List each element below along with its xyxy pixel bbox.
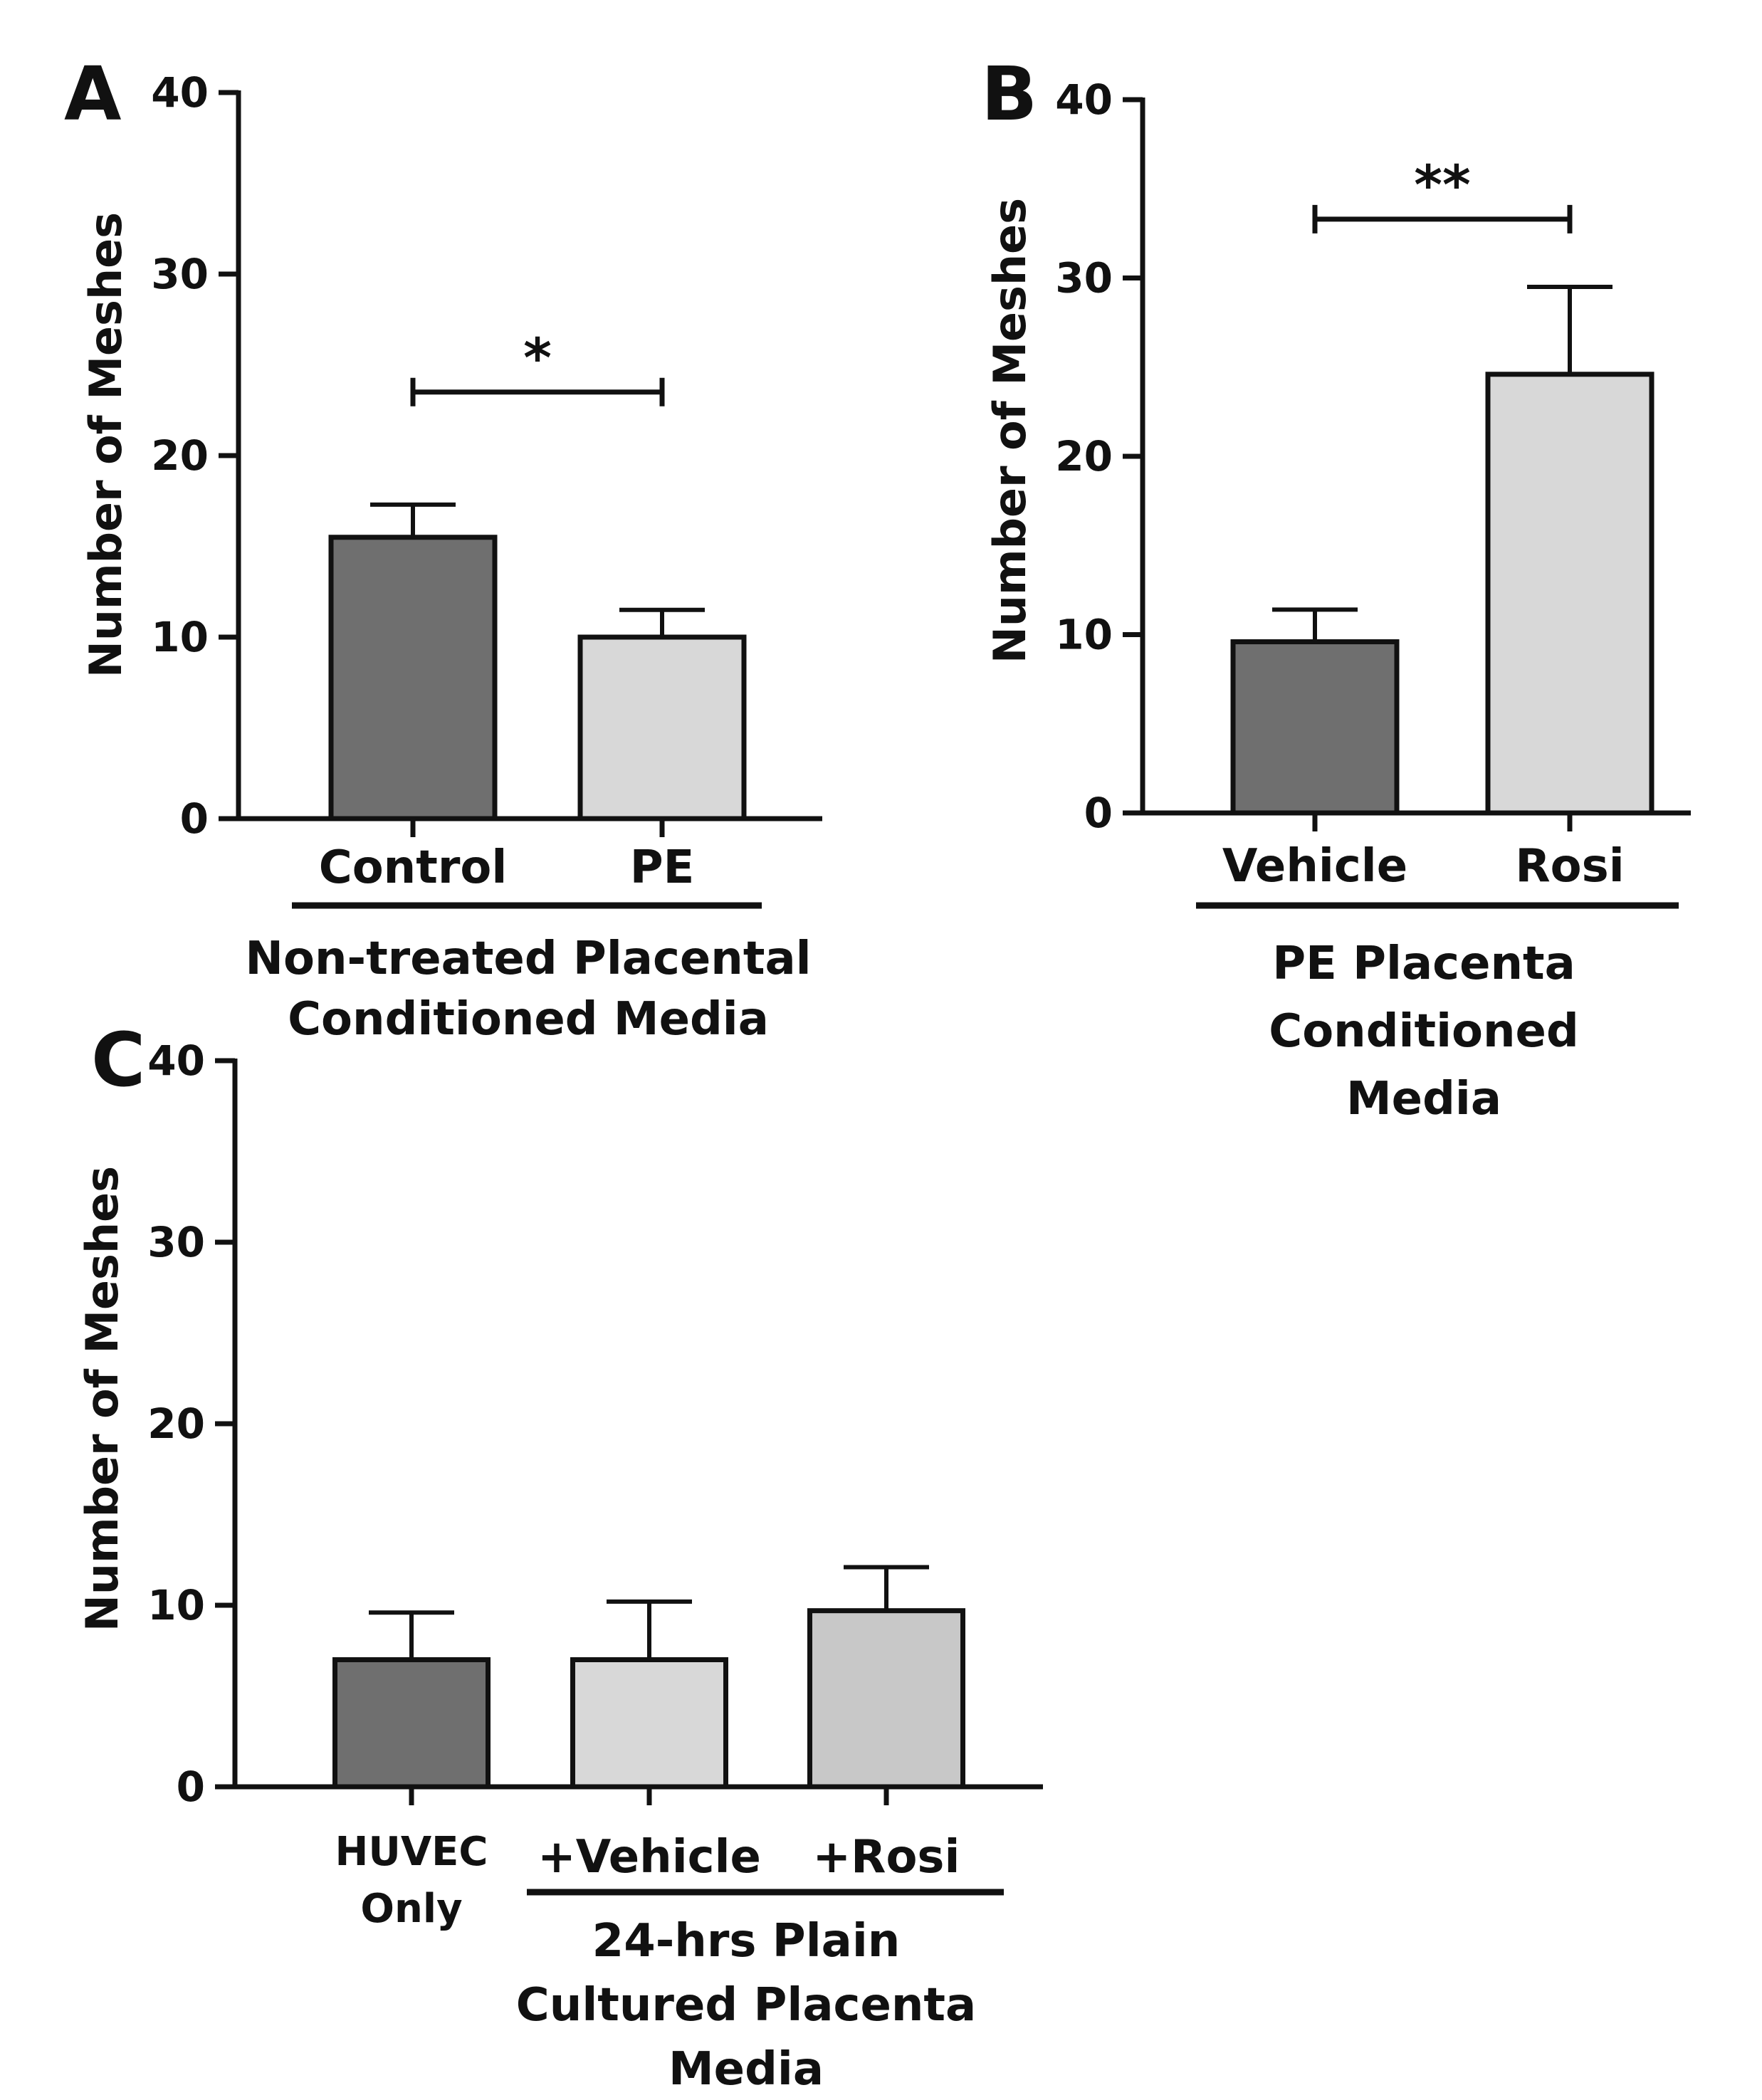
panel-b-category-label: Vehicle — [1222, 840, 1407, 893]
panel-a-plot: 0 10 20 30 40 Control PE * — [151, 68, 822, 909]
panel-c-plot: 0 10 20 30 40 — [147, 1036, 1043, 1896]
panel-b-group-label-line-2: Conditioned — [1269, 1005, 1579, 1058]
panel-b-y-tick-label: 0 — [1084, 789, 1113, 837]
panel-a-category-label: Control — [319, 841, 508, 894]
panel-a-group-label-line-1: Non-treated Placental — [245, 933, 811, 985]
panel-c-y-axis-label: Number of Meshes — [76, 1166, 128, 1632]
panel-c-group-label-line-2: Cultured Placenta — [516, 1979, 976, 2032]
panel-a-category-label: PE — [630, 841, 695, 894]
panel-c-bar — [570, 1657, 728, 1790]
panel-b-group-label-line-1: PE Placenta — [1272, 938, 1575, 990]
panel-c-letter: C — [91, 1017, 145, 1103]
panel-c-category-label-rosi: +Rosi — [813, 1831, 960, 1884]
panel-b-y-tick-label: 30 — [1055, 254, 1113, 303]
panel-c-y-tick-label: 0 — [177, 1763, 205, 1811]
panel-c-group-label-line-3: Media — [668, 2043, 824, 2096]
panel-c-category-label-huvec-line-2: Only — [360, 1886, 462, 1932]
panel-c-y-tick-label: 10 — [147, 1581, 205, 1629]
panel-b-significance-label: ** — [1414, 153, 1471, 216]
panel-c-category-label-vehicle: +Vehicle — [537, 1831, 761, 1884]
panel-b-y-tick-label: 20 — [1055, 432, 1113, 481]
panel-a-group-label-line-2: Conditioned Media — [288, 993, 769, 1046]
panel-c-bar — [807, 1608, 965, 1790]
panel-a-bar — [577, 634, 747, 821]
panel-b-bar — [1485, 372, 1655, 816]
panel-c-y-tick-label: 20 — [147, 1400, 205, 1448]
panel-a-y-tick-label: 40 — [151, 68, 209, 117]
panel-a-letter: A — [64, 51, 122, 137]
panel-c-group-label-line-1: 24-hrs Plain — [592, 1915, 901, 1968]
panel-a-bar — [328, 535, 498, 821]
panel-b-letter: B — [981, 51, 1037, 137]
panel-b-y-axis-label: Number of Meshes — [984, 198, 1036, 663]
panel-a: A Number of Meshes 0 10 20 30 40 Control PE * N… — [64, 51, 822, 1046]
panel-b-category-label: Rosi — [1515, 840, 1624, 893]
panel-b-bar — [1230, 639, 1400, 816]
panel-b-y-tick-label: 10 — [1055, 611, 1113, 659]
panel-b-y-tick-label: 40 — [1055, 75, 1113, 124]
panel-a-significance-label: * — [523, 326, 552, 389]
panel-a-y-tick-label: 10 — [151, 613, 209, 661]
panel-c-y-tick-label: 40 — [147, 1036, 205, 1085]
panel-c-bar — [332, 1657, 491, 1790]
panel-c-y-tick-label: 30 — [147, 1218, 205, 1266]
panel-b: B Number of Meshes 0 10 20 30 40 Vehicle Rosi *… — [981, 51, 1691, 1125]
panel-b-group-label-line-3: Media — [1346, 1073, 1501, 1125]
panel-c-category-label-huvec-line-1: HUVEC — [335, 1829, 488, 1875]
panel-b-plot: 0 10 20 30 40 Vehicle Rosi ** — [1055, 75, 1691, 909]
panel-a-y-tick-label: 30 — [151, 250, 209, 298]
panel-a-y-tick-label: 20 — [151, 431, 209, 480]
panel-a-y-axis-label: Number of Meshes — [80, 212, 132, 678]
panel-a-y-tick-label: 0 — [180, 794, 209, 843]
